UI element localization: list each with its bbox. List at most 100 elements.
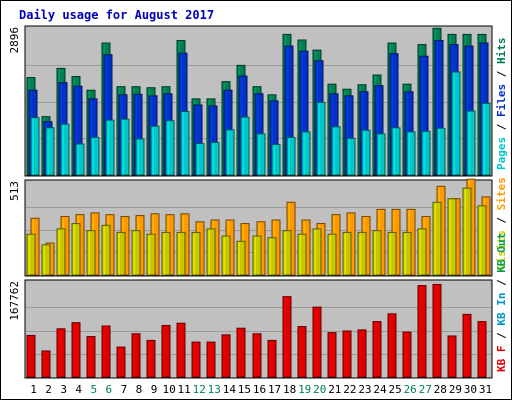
bar-highlight: [137, 139, 139, 175]
bar-highlight: [271, 101, 273, 175]
bar-pages: [240, 116, 250, 176]
x-tick-label: 16: [253, 383, 266, 396]
bar-pages: [391, 127, 401, 176]
bar-pages: [135, 138, 145, 176]
bar-highlight: [103, 226, 105, 275]
bar-highlight: [178, 233, 180, 275]
bar-highlight: [314, 308, 316, 377]
bar-highlight: [421, 57, 423, 175]
bar-highlight: [348, 139, 350, 175]
bar-highlight: [288, 138, 290, 175]
x-tick-label: 26: [404, 383, 417, 396]
x-tick-label: 22: [343, 383, 356, 396]
bar-kb-f: [477, 321, 487, 378]
bar-highlight: [404, 233, 406, 275]
bar-visits: [447, 198, 457, 276]
bar-highlight: [269, 341, 271, 377]
bar-kb-f: [71, 322, 81, 378]
bar-highlight: [193, 233, 195, 275]
bar-kb-f: [221, 334, 231, 378]
panel-middle-max-label: 513: [8, 181, 21, 201]
bar-kb-f: [402, 331, 412, 378]
bar-highlight: [434, 203, 436, 275]
bar-kb-f: [236, 327, 246, 378]
bar-kb-f: [327, 332, 337, 378]
x-tick-label: 2: [45, 383, 52, 396]
bar-highlight: [391, 54, 393, 176]
bar-highlight: [301, 52, 303, 175]
bar-visits: [146, 233, 156, 276]
bar-highlight: [107, 121, 109, 175]
bar-highlight: [284, 297, 286, 377]
bar-highlight: [47, 128, 49, 175]
bar-pages: [210, 142, 220, 176]
x-tick-label: 25: [388, 383, 401, 396]
x-tick-label: 18: [283, 383, 296, 396]
x-tick-label: 27: [419, 383, 432, 396]
bar-visits: [116, 231, 126, 276]
bar-kb-f: [101, 325, 111, 378]
bar-kb-f: [86, 336, 96, 378]
bar-visits: [41, 244, 51, 276]
bar-visits: [206, 228, 216, 276]
bar-highlight: [329, 235, 331, 275]
bar-highlight: [333, 127, 335, 175]
bar-visits: [402, 231, 412, 276]
x-tick-label: 15: [238, 383, 251, 396]
bar-highlight: [344, 331, 346, 377]
legend-item: Sites: [495, 177, 508, 210]
bar-highlight: [269, 238, 271, 275]
bar-pages: [301, 131, 311, 176]
bar-pages: [75, 143, 85, 176]
x-tick-label: 3: [60, 383, 67, 396]
x-tick-label: 20: [313, 383, 326, 396]
legend-item: /: [495, 117, 508, 137]
x-tick-label: 21: [328, 383, 341, 396]
bar-highlight: [299, 327, 301, 377]
legend-item: Pages: [495, 137, 508, 170]
bar-pages: [165, 120, 175, 176]
bar-highlight: [238, 329, 240, 377]
bar-highlight: [182, 112, 184, 175]
bar-visits: [191, 231, 201, 276]
bar-kb-f: [372, 321, 382, 378]
bar-highlight: [212, 143, 214, 175]
bar-highlight: [374, 231, 376, 275]
bar-highlight: [436, 41, 438, 175]
bar-highlight: [318, 103, 320, 175]
bar-visits: [477, 205, 487, 276]
bar-kb-f: [26, 334, 36, 378]
bar-highlight: [404, 333, 406, 377]
bar-highlight: [258, 134, 260, 175]
bar-visits: [131, 230, 141, 276]
x-tick-label: 29: [449, 383, 462, 396]
bar-visits: [357, 231, 367, 276]
bar-kb-f: [312, 306, 322, 378]
x-tick-label: 12: [193, 383, 206, 396]
bar-pages: [436, 127, 446, 176]
bar-highlight: [148, 341, 150, 377]
bar-pages: [45, 127, 55, 176]
bar-highlight: [152, 127, 154, 175]
bar-highlight: [449, 199, 451, 275]
x-tick-label: 28: [434, 383, 447, 396]
panel-middle: 513 Visits / Sites: [8, 177, 508, 277]
bar-highlight: [122, 120, 124, 175]
bar-kb-f: [252, 333, 262, 378]
bar-pages: [225, 129, 235, 176]
bar-pages: [421, 130, 431, 176]
bar-highlight: [73, 323, 75, 377]
bar-pages: [331, 126, 341, 176]
bar-highlight: [389, 233, 391, 275]
bar-highlight: [43, 245, 45, 275]
bar-kb-f: [462, 313, 472, 378]
panel-bottom-legend: KB F / KB In / KB Out: [495, 233, 508, 372]
bar-highlight: [28, 235, 30, 275]
panel-middle-legend: Visits / Sites: [495, 177, 508, 270]
bar-highlight: [28, 336, 30, 377]
bar-kb-f: [41, 350, 51, 378]
bar-visits: [372, 230, 382, 276]
bar-highlight: [242, 118, 244, 175]
bar-highlight: [376, 86, 378, 175]
